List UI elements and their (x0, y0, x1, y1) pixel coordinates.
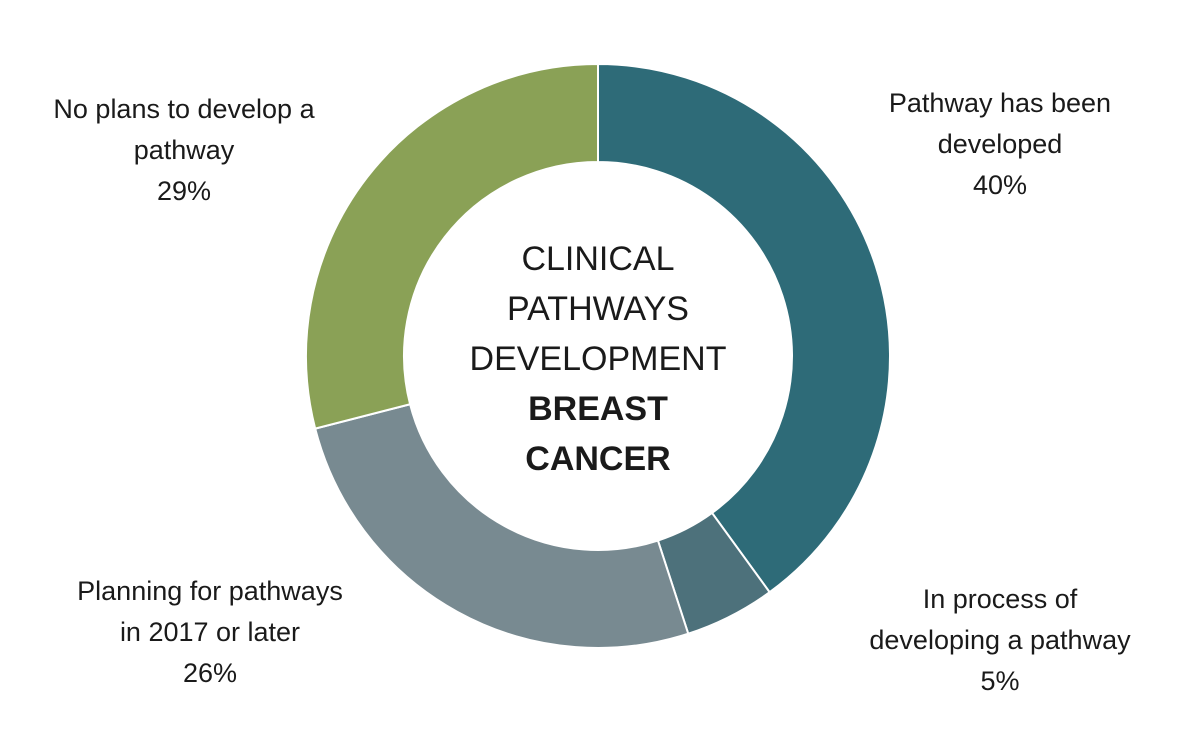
center-title-bold-line: CANCER (525, 440, 670, 478)
slice-labels-layer: Pathway has been developed 40% In process o… (53, 88, 1131, 696)
slice-value-label: 5% (980, 666, 1019, 696)
center-title-line: PATHWAYS (507, 290, 689, 328)
donut-slice-1 (597, 62, 891, 594)
slice-category-label: developing a pathway (869, 625, 1131, 655)
donut-slice-3 (313, 403, 690, 649)
donut-slice-4 (305, 62, 599, 430)
slice-category-label: In process of (923, 584, 1078, 614)
slice-category-label: in 2017 or later (120, 617, 300, 647)
slice-value-label: 26% (183, 658, 237, 688)
center-title-line: CLINICAL (521, 240, 674, 278)
slice-category-label: Planning for pathways (77, 576, 343, 606)
slice-category-label: developed (938, 129, 1063, 159)
slices-layer (305, 62, 891, 649)
slice-value-label: 40% (973, 170, 1027, 200)
center-title-bold-line: BREAST (528, 390, 668, 428)
slice-value-label: 29% (157, 176, 211, 206)
slice-category-label: Pathway has been (889, 88, 1111, 118)
center-title: CLINICAL PATHWAYS DEVELOPMENT BREAST CANCER (470, 240, 727, 478)
slice-category-label: No plans to develop a (53, 94, 315, 124)
slice-category-label: pathway (134, 135, 235, 165)
center-title-line: DEVELOPMENT (470, 340, 727, 378)
